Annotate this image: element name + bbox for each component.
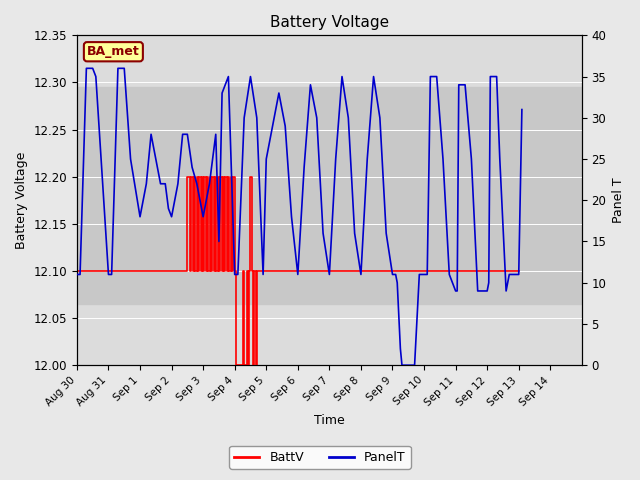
Legend: BattV, PanelT: BattV, PanelT [229, 446, 411, 469]
Text: BA_met: BA_met [87, 45, 140, 58]
Title: Battery Voltage: Battery Voltage [270, 15, 389, 30]
X-axis label: Time: Time [314, 414, 345, 427]
Y-axis label: Battery Voltage: Battery Voltage [15, 152, 28, 249]
Bar [77, 87, 582, 304]
Y-axis label: Panel T: Panel T [612, 178, 625, 223]
